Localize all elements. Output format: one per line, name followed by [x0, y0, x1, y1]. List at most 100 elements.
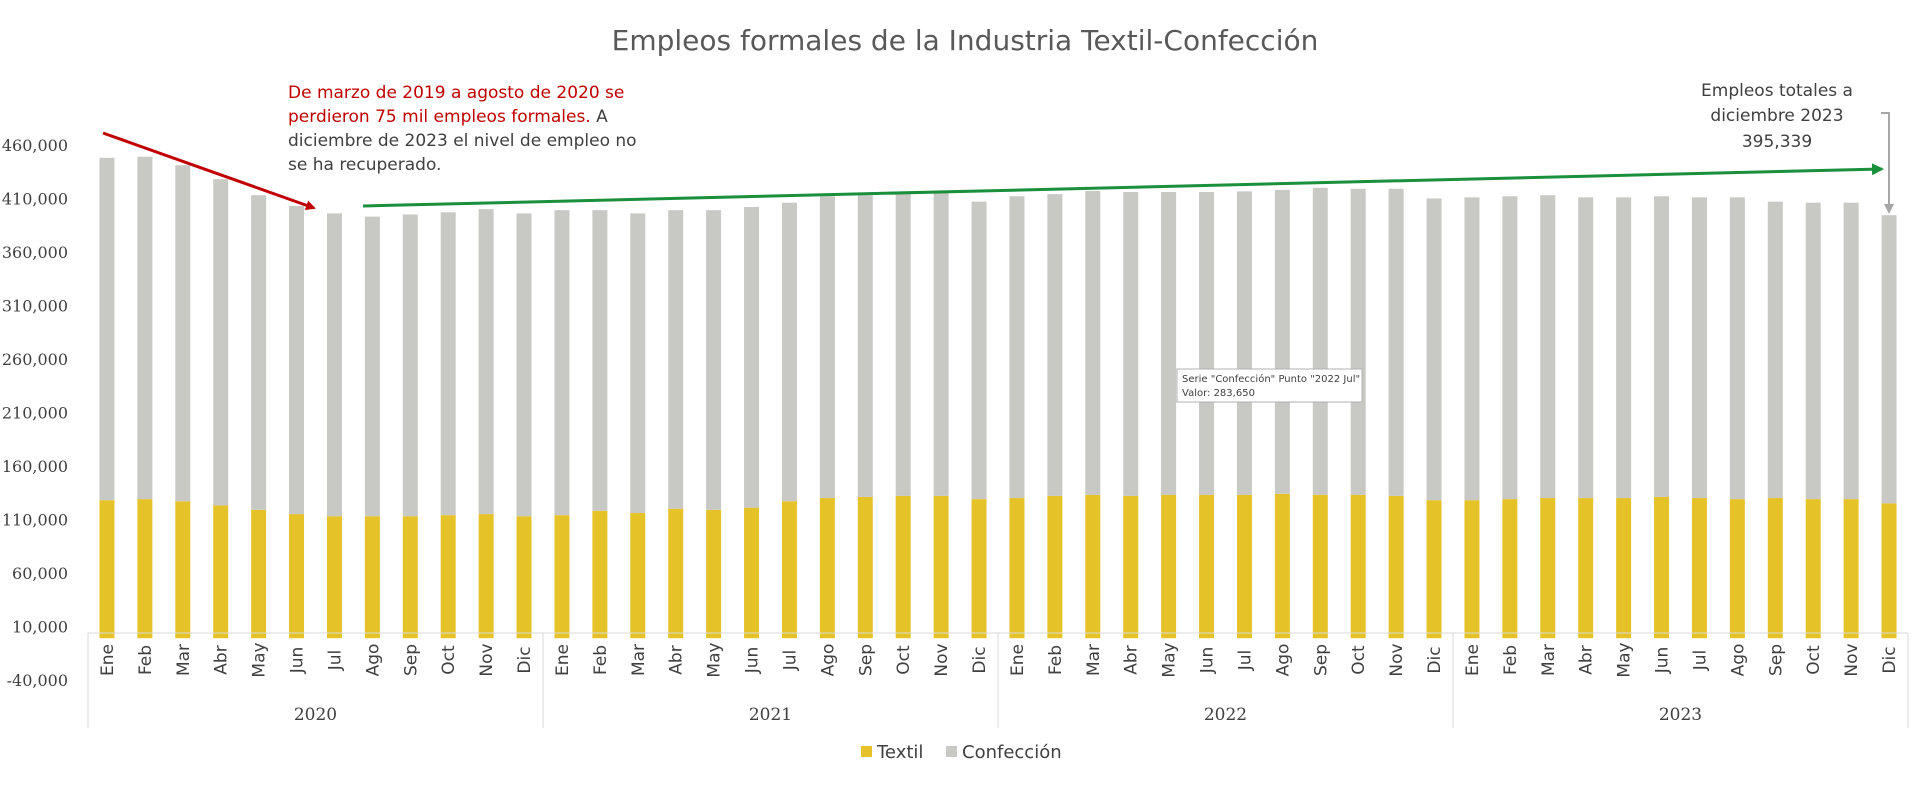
bar-textil — [1502, 499, 1518, 639]
y-tick-label: 60,000 — [12, 564, 68, 583]
x-tick-label: Sep — [401, 644, 421, 676]
bar-confeccion — [1805, 202, 1821, 500]
bar-textil — [213, 505, 229, 639]
bar-confeccion — [364, 216, 380, 517]
bar-confeccion — [251, 195, 267, 510]
bar-confeccion — [1881, 215, 1897, 504]
y-tick-label: 210,000 — [2, 404, 68, 423]
bar-confeccion — [213, 179, 229, 506]
x-tick-label: May — [1160, 642, 1180, 677]
x-tick-label: Ago — [818, 644, 838, 677]
bar-confeccion — [1274, 189, 1290, 494]
bar-confeccion — [554, 210, 570, 516]
annotation-gray-line4: se ha recuperado. — [288, 155, 441, 175]
bar-textil — [744, 507, 760, 639]
annotation-red-line2: perdieron 75 mil empleos formales. — [288, 107, 591, 127]
y-tick-label: -40,000 — [7, 671, 68, 690]
total-pointer-arrow — [1881, 112, 1894, 214]
bar-confeccion — [289, 205, 305, 515]
bar-textil — [99, 500, 115, 639]
bar-confeccion — [895, 193, 911, 496]
bar-textil — [440, 515, 456, 639]
y-tick-label: 360,000 — [2, 243, 68, 262]
legend-swatch-confeccion — [946, 746, 957, 757]
x-tick-label: Jul — [1235, 650, 1255, 672]
bar-textil — [1236, 494, 1252, 639]
bar-confeccion — [819, 196, 835, 499]
bar-confeccion — [478, 209, 494, 515]
x-tick-label: Dic — [970, 646, 990, 673]
decline-annotation: De marzo de 2019 a agosto de 2020 se per… — [288, 83, 637, 175]
x-tick-label: Ene — [1463, 644, 1483, 676]
x-tick-label: Abr — [212, 645, 232, 674]
bar-textil — [933, 495, 949, 639]
x-tick-label: Dic — [1880, 646, 1900, 673]
bar-confeccion — [1616, 197, 1632, 499]
bar-textil — [1161, 494, 1177, 639]
x-tick-label: Feb — [1501, 645, 1521, 675]
year-label: 2023 — [1659, 705, 1702, 725]
bar-textil — [1881, 503, 1897, 639]
bar-confeccion — [1729, 197, 1745, 500]
x-tick-label: Abr — [1122, 645, 1142, 674]
legend-label-textil: Textil — [876, 742, 923, 763]
x-tick-label: Nov — [1842, 643, 1862, 676]
y-tick-label: 10,000 — [12, 618, 68, 637]
bar-confeccion — [1350, 188, 1366, 495]
bar-textil — [592, 510, 608, 639]
bar-textil — [1843, 499, 1859, 639]
annotation-right-line3: 395,339 — [1742, 132, 1812, 152]
bar-textil — [1691, 498, 1707, 639]
bar-confeccion — [175, 165, 191, 502]
bar-confeccion — [1843, 202, 1859, 500]
bar-confeccion — [1199, 192, 1215, 495]
bar-textil — [1616, 498, 1632, 639]
x-tick-label: Feb — [591, 645, 611, 675]
annotation-right-line1: Empleos totales a — [1701, 81, 1853, 101]
chart-title: Empleos formales de la Industria Textil-… — [612, 24, 1319, 57]
bar-textil — [971, 499, 987, 639]
bars-group — [99, 156, 1897, 639]
bar-confeccion — [1654, 196, 1670, 497]
x-tick-label: Mar — [1084, 644, 1104, 676]
bar-textil — [668, 508, 684, 639]
bar-textil — [1426, 500, 1442, 639]
x-tick-label: May — [1615, 642, 1635, 677]
bar-confeccion — [1426, 198, 1442, 501]
bar-textil — [1654, 496, 1670, 639]
bar-confeccion — [326, 213, 342, 517]
bar-confeccion — [402, 214, 418, 517]
bar-textil — [516, 516, 532, 639]
x-tick-label: Oct — [894, 645, 914, 675]
bar-confeccion — [744, 206, 760, 508]
total-annotation: Empleos totales a diciembre 2023 395,339 — [1701, 81, 1853, 152]
x-tick-label: Ene — [98, 644, 118, 676]
bar-textil — [326, 516, 342, 639]
bar-textil — [781, 501, 797, 639]
year-label: 2020 — [294, 705, 337, 725]
x-tick-label: Jun — [1198, 647, 1218, 675]
x-tick-label: Abr — [667, 645, 687, 674]
bar-confeccion — [1009, 196, 1025, 499]
bar-textil — [1047, 495, 1063, 639]
year-label: 2021 — [749, 705, 792, 725]
y-tick-label: 310,000 — [2, 297, 68, 316]
data-tooltip: Serie "Confección" Punto "2022 Jul" Valo… — [1176, 368, 1363, 403]
legend-swatch-textil — [861, 746, 872, 757]
bar-confeccion — [857, 195, 873, 497]
bar-textil — [630, 513, 646, 639]
bar-textil — [478, 514, 494, 639]
year-label: 2022 — [1204, 705, 1247, 725]
bar-textil — [1274, 493, 1290, 639]
bar-confeccion — [1464, 197, 1480, 501]
legend: Textil Confección — [861, 742, 1062, 763]
bar-confeccion — [99, 157, 115, 501]
x-tick-label: Feb — [1046, 645, 1066, 675]
bar-textil — [1388, 495, 1404, 639]
tooltip-line2: Valor: 283,650 — [1182, 388, 1255, 399]
annotation-right-line2: diciembre 2023 — [1710, 106, 1843, 126]
bar-confeccion — [1502, 196, 1518, 500]
bar-confeccion — [137, 156, 153, 500]
bar-confeccion — [440, 212, 456, 516]
x-tick-label: Jun — [288, 647, 308, 675]
